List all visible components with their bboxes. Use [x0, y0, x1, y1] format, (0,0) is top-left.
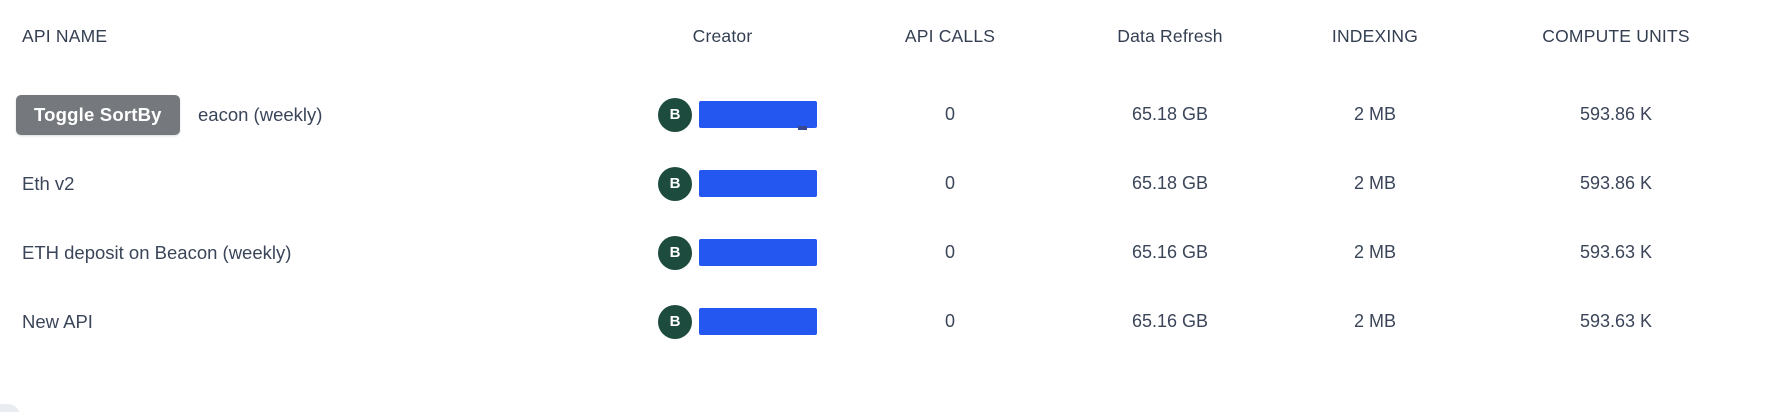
api-name-cell: ETH deposit on Beacon (weekly): [0, 242, 585, 264]
api-calls-value: 0: [944, 104, 955, 124]
data-refresh-value: 65.18 GB: [1131, 104, 1209, 124]
column-header-api-name[interactable]: API NAME: [22, 25, 108, 46]
table-row[interactable]: Eth v2 B 0 65.18 GB 2 MB 593.86 K: [0, 149, 1782, 218]
redacted-name-bar: [699, 239, 817, 266]
table-row[interactable]: eacon (weekly) B 0 65.18 GB 2 MB 593.86 …: [0, 80, 1782, 149]
column-header-indexing[interactable]: INDEXING: [1331, 25, 1419, 46]
column-header-compute-units[interactable]: COMPUTE UNITS: [1542, 25, 1690, 46]
column-header-data-refresh[interactable]: Data Refresh: [1117, 25, 1223, 46]
creator-cell: B: [585, 97, 860, 132]
api-name-text: eacon (weekly): [198, 103, 323, 125]
api-calls-value: 0: [944, 311, 955, 331]
api-name-cell: eacon (weekly): [0, 104, 585, 126]
api-calls-value: 0: [944, 173, 955, 193]
table-body: eacon (weekly) B 0 65.18 GB 2 MB 593.86 …: [0, 80, 1782, 356]
redaction-notch: [798, 126, 807, 130]
column-header-api-calls[interactable]: API CALLS: [904, 25, 996, 46]
creator-cell: B: [585, 166, 860, 201]
indexing-value: 2 MB: [1353, 242, 1396, 262]
api-name-cell: New API: [0, 311, 585, 333]
redacted-name-bar: [699, 101, 817, 130]
table-row[interactable]: New API B 0 65.16 GB 2 MB 593.63 K: [0, 287, 1782, 356]
redacted-name-bar: [699, 308, 817, 335]
compute-units-value: 593.86 K: [1579, 173, 1653, 193]
data-refresh-value: 65.16 GB: [1131, 242, 1209, 262]
table-row[interactable]: ETH deposit on Beacon (weekly) B 0 65.16…: [0, 218, 1782, 287]
column-header-creator[interactable]: Creator: [692, 25, 753, 46]
compute-units-value: 593.86 K: [1579, 104, 1653, 124]
creator-cell: B: [585, 304, 860, 339]
creator-avatar: B: [658, 97, 692, 132]
api-name-text: Eth v2: [22, 172, 75, 194]
toggle-sortby-tooltip: Toggle SortBy: [16, 95, 180, 135]
table-header-row: API NAME Creator API CALLS Data Refresh …: [0, 0, 1782, 72]
card-corner-artifact: [0, 404, 20, 412]
creator-avatar: B: [658, 166, 692, 201]
compute-units-value: 593.63 K: [1579, 311, 1653, 331]
api-name-text: New API: [22, 310, 93, 332]
api-name-text: ETH deposit on Beacon (weekly): [22, 241, 292, 263]
compute-units-value: 593.63 K: [1579, 242, 1653, 262]
creator-avatar: B: [658, 304, 692, 339]
data-refresh-value: 65.18 GB: [1131, 173, 1209, 193]
creator-avatar: B: [658, 235, 692, 270]
redacted-name-bar: [699, 170, 817, 197]
indexing-value: 2 MB: [1353, 173, 1396, 193]
api-name-cell: Eth v2: [0, 173, 585, 195]
indexing-value: 2 MB: [1353, 311, 1396, 331]
indexing-value: 2 MB: [1353, 104, 1396, 124]
creator-cell: B: [585, 235, 860, 270]
api-calls-value: 0: [944, 242, 955, 262]
data-refresh-value: 65.16 GB: [1131, 311, 1209, 331]
